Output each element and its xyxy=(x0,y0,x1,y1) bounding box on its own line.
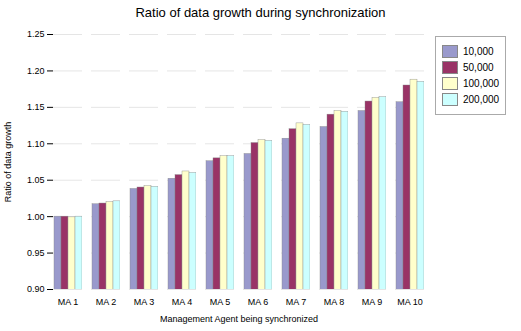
svg-text:0.95: 0.95 xyxy=(27,248,45,258)
svg-text:MA 8: MA 8 xyxy=(324,297,345,307)
svg-text:MA 10: MA 10 xyxy=(397,297,423,307)
svg-text:MA 4: MA 4 xyxy=(172,297,193,307)
svg-text:1.15: 1.15 xyxy=(27,102,45,112)
svg-text:1.00: 1.00 xyxy=(27,212,45,222)
svg-text:1.25: 1.25 xyxy=(27,29,45,39)
svg-text:MA 9: MA 9 xyxy=(362,297,383,307)
svg-text:1.20: 1.20 xyxy=(27,66,45,76)
svg-text:MA 3: MA 3 xyxy=(134,297,155,307)
svg-text:MA 5: MA 5 xyxy=(210,297,231,307)
svg-text:Management Agent being synchro: Management Agent being synchronized xyxy=(160,314,318,324)
html-text:100,000: 100,000 xyxy=(463,78,500,89)
svg-text:MA 6: MA 6 xyxy=(248,297,269,307)
svg-text:0.90: 0.90 xyxy=(27,284,45,294)
svg-text:1.05: 1.05 xyxy=(27,175,45,185)
html-text:10,000: 10,000 xyxy=(463,46,494,57)
svg-text:MA 1: MA 1 xyxy=(58,297,79,307)
svg-text:MA 2: MA 2 xyxy=(96,297,117,307)
svg-text:Ratio of data growth: Ratio of data growth xyxy=(3,122,13,203)
svg-text:1.10: 1.10 xyxy=(27,139,45,149)
html-text:200,000: 200,000 xyxy=(463,94,500,105)
html-text:50,000: 50,000 xyxy=(463,62,494,73)
html-text:Ratio of data growth during sy: Ratio of data growth during synchronizat… xyxy=(135,5,386,20)
svg-text:MA 7: MA 7 xyxy=(286,297,307,307)
